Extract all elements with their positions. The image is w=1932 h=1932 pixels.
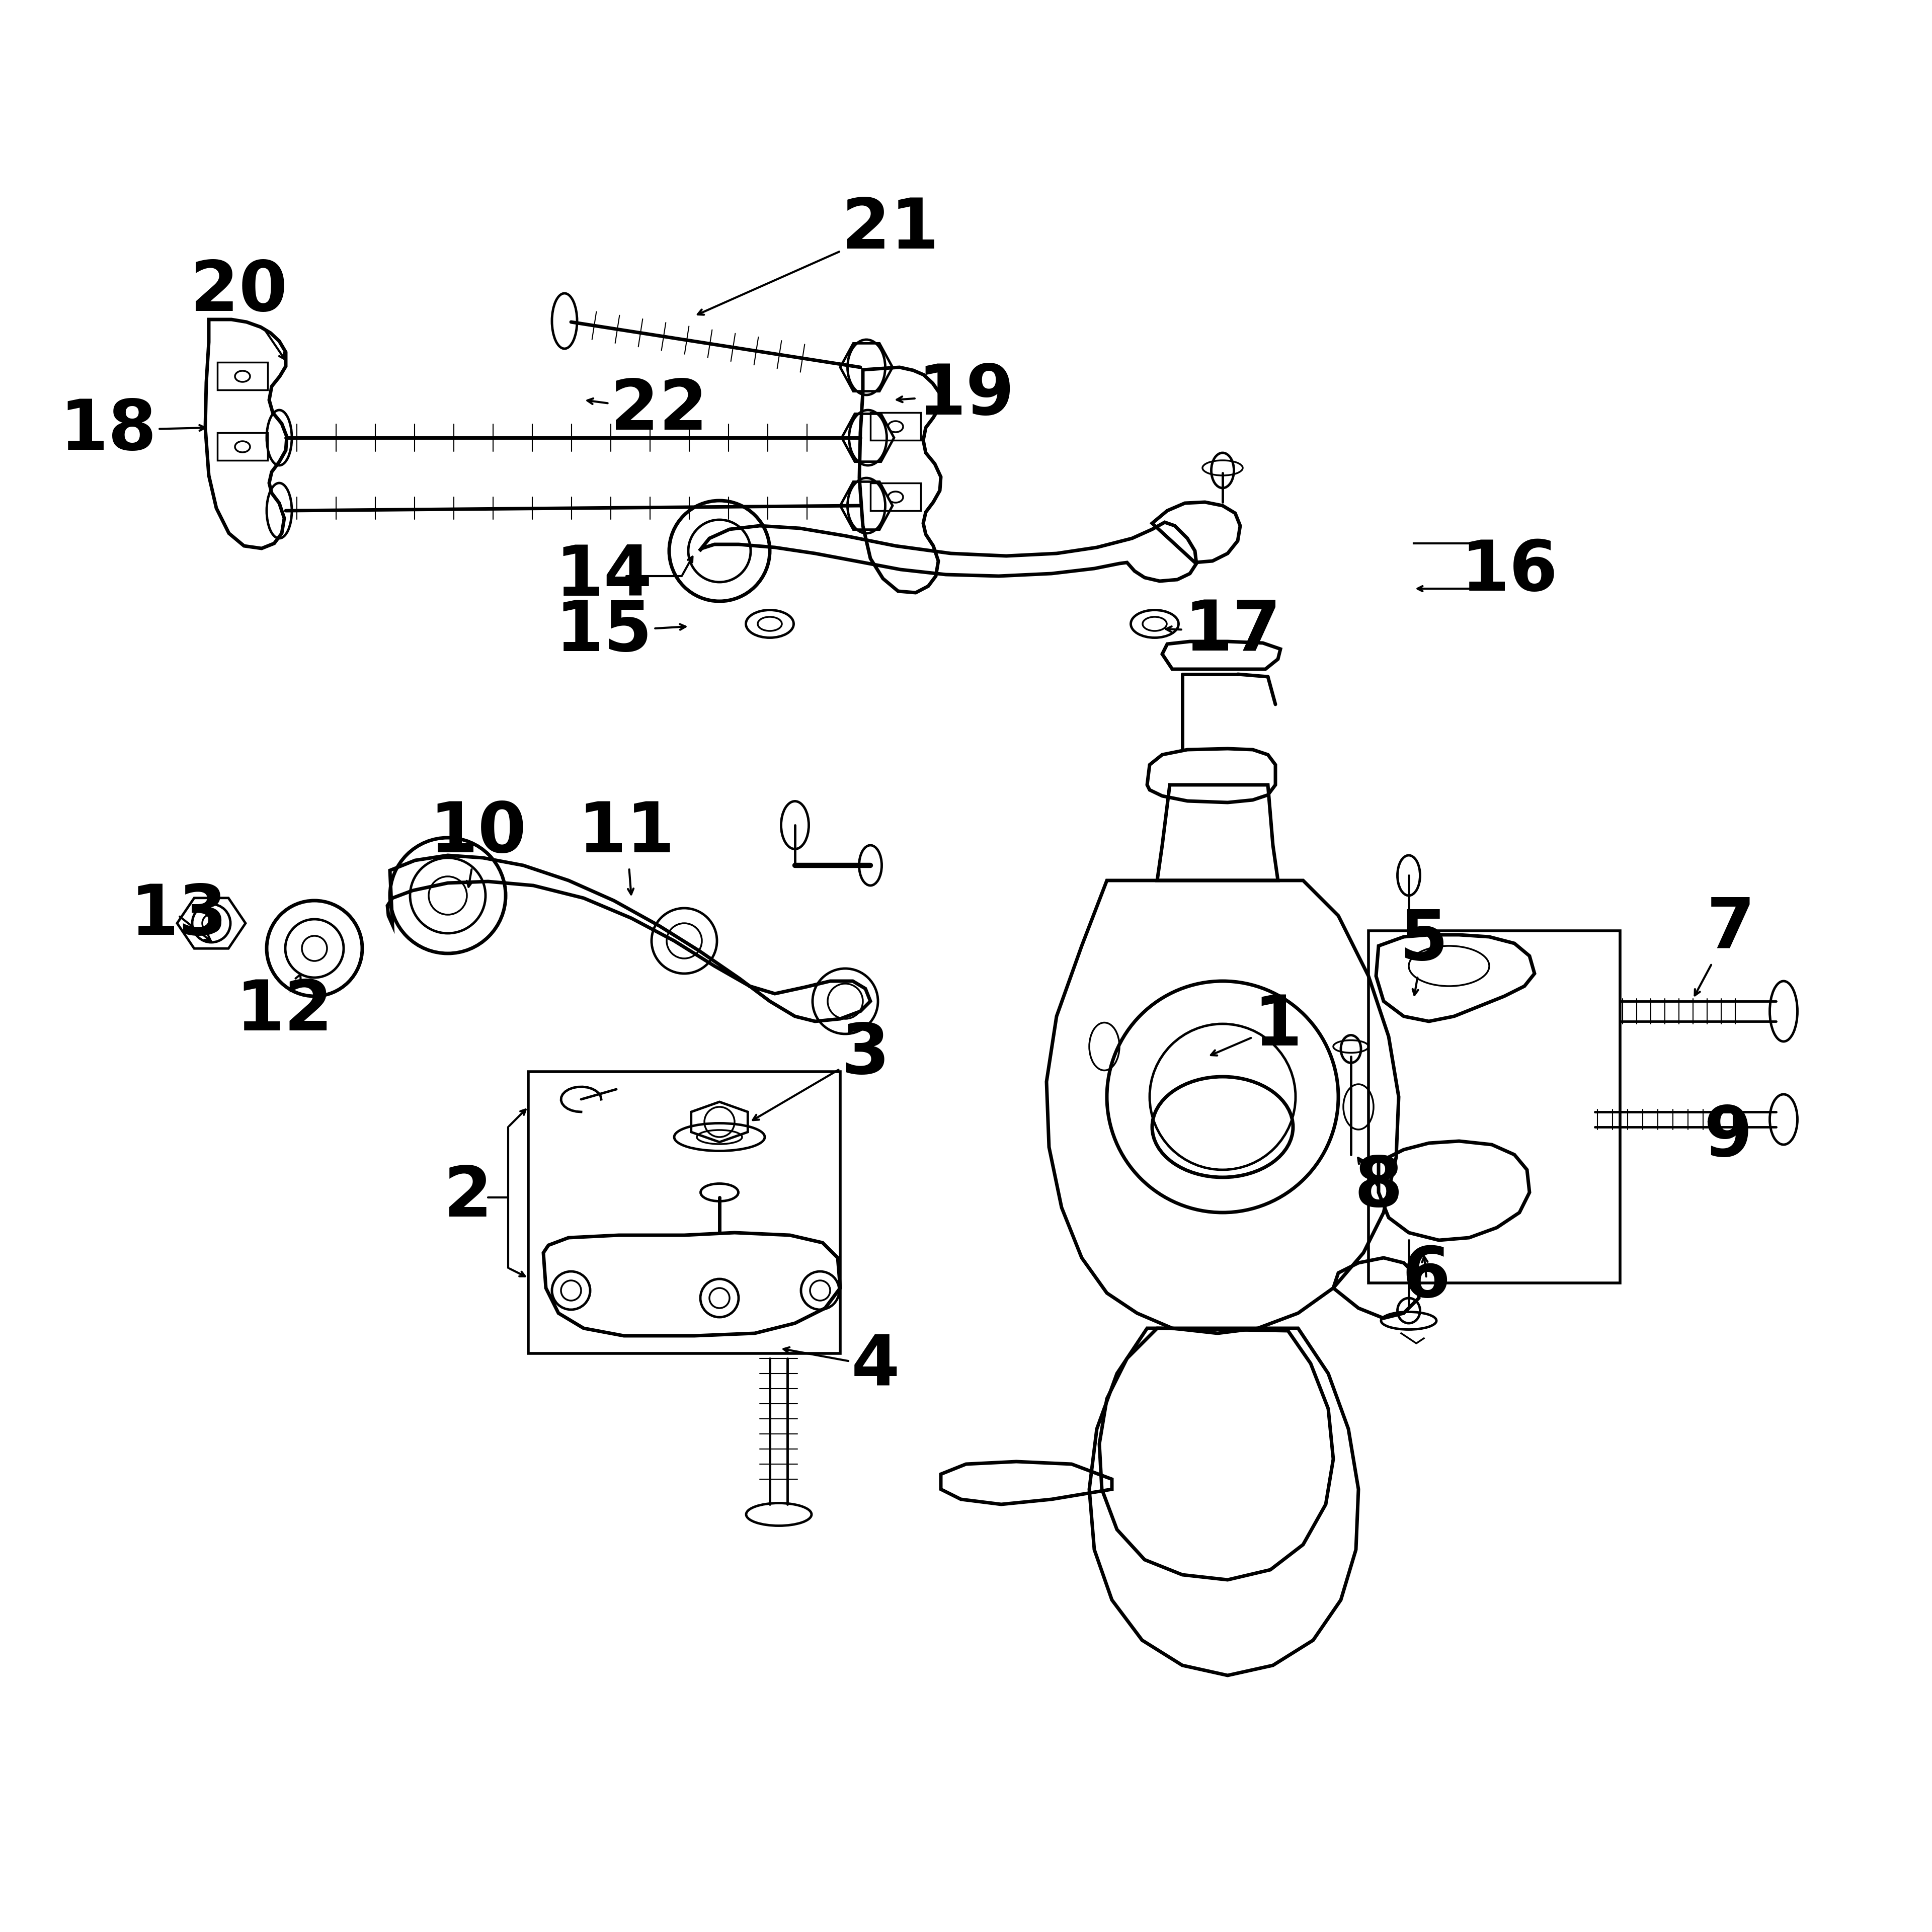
Text: 22: 22 [587, 377, 707, 444]
Text: 12: 12 [236, 974, 332, 1045]
Text: 6: 6 [1403, 1244, 1451, 1312]
Text: 16: 16 [1461, 537, 1557, 605]
Text: 17: 17 [1165, 597, 1281, 665]
Bar [871, 413, 922, 440]
Text: 7: 7 [1694, 895, 1754, 995]
Text: 4: 4 [784, 1331, 900, 1401]
Text: 15: 15 [554, 597, 686, 665]
Bar [871, 483, 922, 510]
Text: 5: 5 [1399, 906, 1449, 995]
Text: 1: 1 [1211, 993, 1302, 1061]
Text: 11: 11 [578, 798, 674, 895]
Circle shape [1107, 981, 1339, 1213]
Text: 18: 18 [60, 396, 205, 464]
Text: 3: 3 [753, 1020, 889, 1121]
Text: 10: 10 [429, 798, 527, 887]
Text: 13: 13 [129, 881, 228, 951]
Text: 21: 21 [697, 195, 939, 315]
Text: 2: 2 [444, 1163, 493, 1231]
Text: 9: 9 [1704, 1103, 1752, 1171]
Text: 20: 20 [191, 257, 288, 359]
Bar [527, 1072, 840, 1354]
Bar [216, 363, 269, 390]
Text: 8: 8 [1354, 1153, 1403, 1221]
Bar [216, 433, 269, 460]
Text: 19: 19 [896, 361, 1014, 429]
Bar [1368, 931, 1621, 1283]
Text: 14: 14 [554, 543, 653, 611]
